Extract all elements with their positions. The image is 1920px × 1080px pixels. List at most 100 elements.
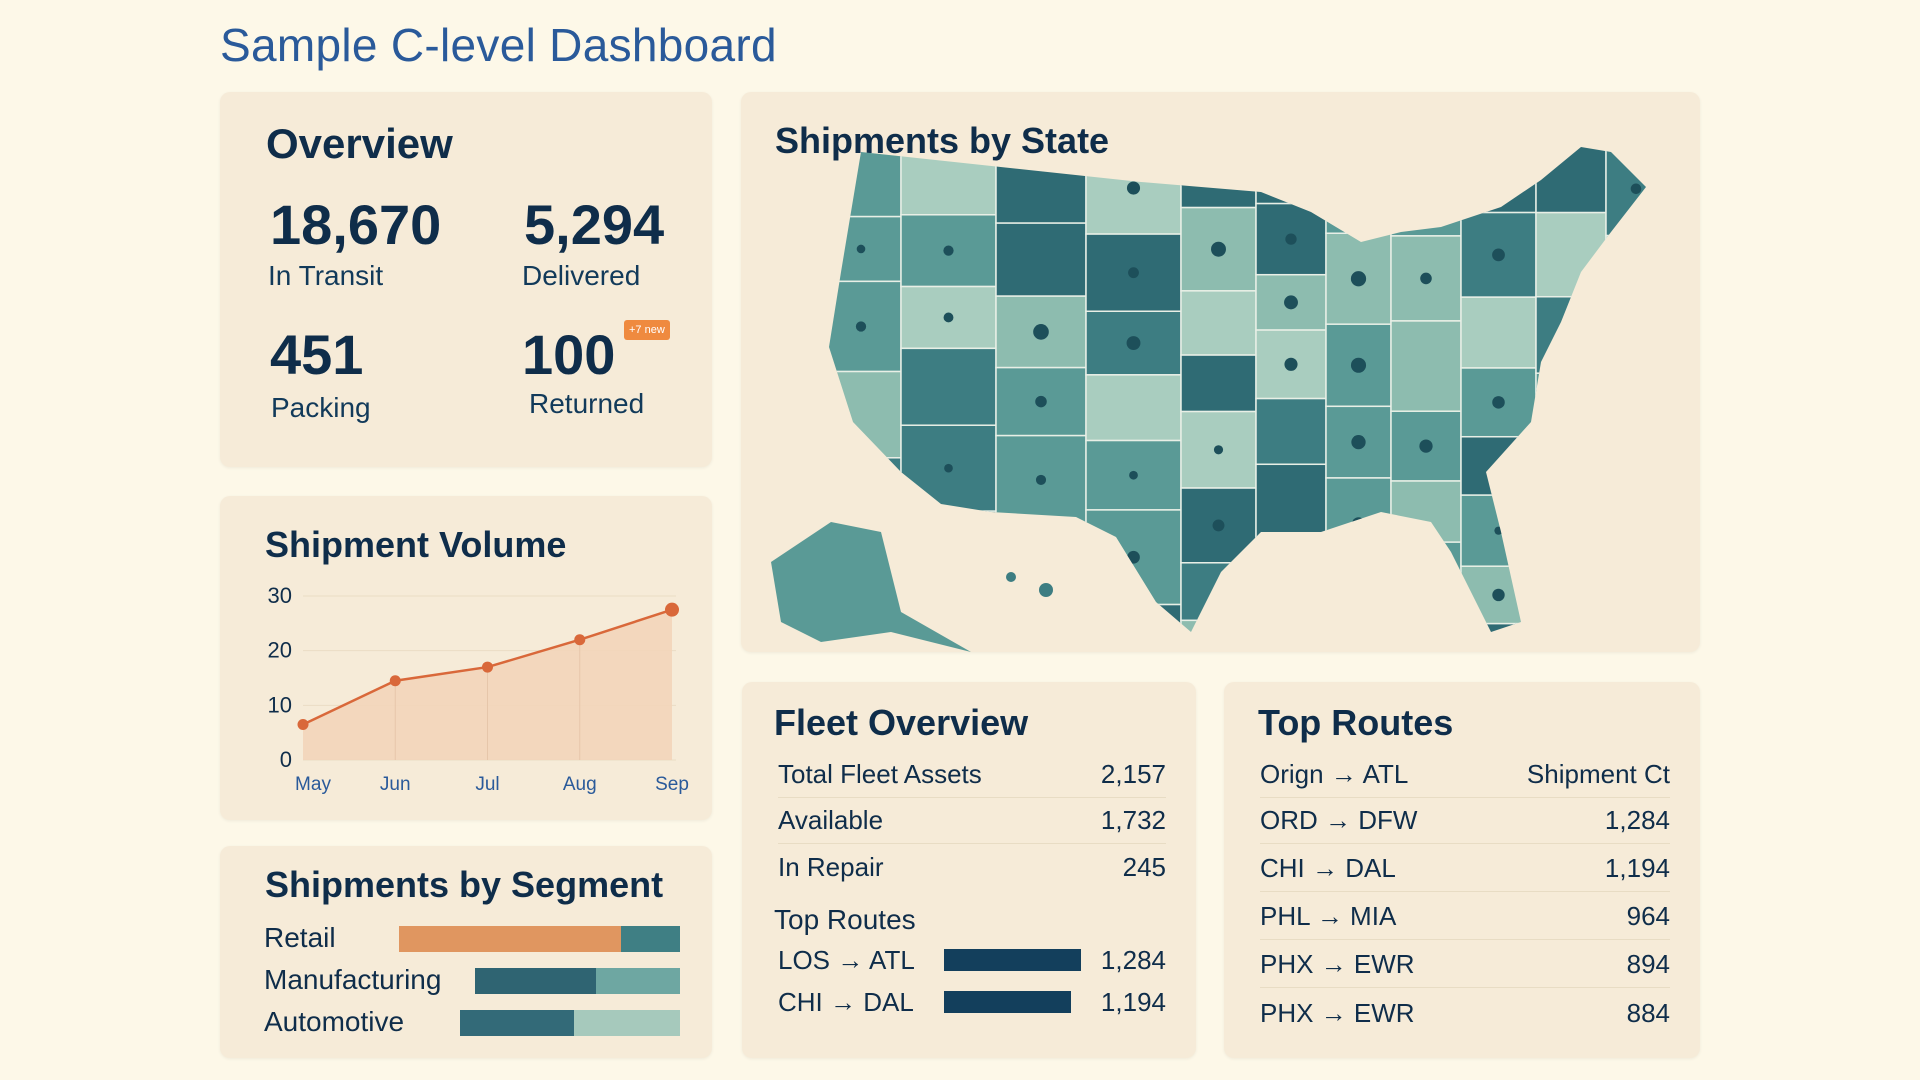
state-region[interactable]	[1535, 142, 1607, 214]
state-region[interactable]	[1180, 354, 1257, 413]
segment-label: Retail	[264, 922, 336, 953]
route-count: 884	[1626, 997, 1670, 1028]
state-region[interactable]	[1180, 619, 1257, 652]
fleet-route-bar	[944, 991, 1072, 1013]
state-marker	[1629, 561, 1643, 574]
us-map[interactable]	[741, 92, 1700, 652]
state-region[interactable]	[1460, 622, 1537, 652]
state-region[interactable]	[821, 457, 902, 534]
state-region[interactable]	[1325, 568, 1392, 652]
state-region[interactable]	[1085, 374, 1182, 442]
new-badge: +7 new	[624, 320, 670, 340]
state-region[interactable]	[1535, 629, 1607, 652]
segment-bar-part	[595, 968, 680, 994]
state-region[interactable]	[821, 142, 902, 218]
state-marker	[1493, 172, 1504, 183]
state-marker	[1350, 357, 1367, 373]
state-marker	[1213, 445, 1224, 455]
hawaii[interactable]	[1039, 583, 1053, 597]
state-marker	[1420, 272, 1432, 285]
overview-title: Overview	[266, 120, 453, 167]
data-point[interactable]	[665, 602, 679, 617]
state-region[interactable]	[1390, 541, 1462, 606]
state-region[interactable]	[995, 587, 1087, 652]
state-region[interactable]	[1460, 435, 1537, 496]
routes-title: Top Routes	[1258, 702, 1454, 743]
state-region[interactable]	[821, 370, 902, 459]
state-region[interactable]	[1390, 320, 1462, 412]
state-marker	[1566, 579, 1576, 589]
state-region[interactable]	[1390, 480, 1462, 543]
data-point[interactable]	[297, 718, 309, 730]
state-marker	[856, 490, 866, 500]
state-region[interactable]	[1605, 296, 1666, 382]
state-region[interactable]	[1180, 290, 1257, 356]
state-region[interactable]	[1180, 142, 1257, 209]
returned-label: Returned	[529, 388, 645, 419]
state-marker	[1565, 492, 1577, 504]
state-region[interactable]	[1605, 531, 1666, 604]
fleet-card: Fleet Overview Total Fleet Assets 2,157 A…	[742, 682, 1196, 1058]
map-title: Shipments by State	[775, 120, 1110, 161]
state-region[interactable]	[1255, 142, 1327, 205]
state-marker	[1628, 259, 1644, 274]
state-region[interactable]	[900, 510, 997, 604]
state-region[interactable]	[1325, 142, 1392, 234]
alaska[interactable]	[771, 522, 971, 652]
state-region[interactable]	[1390, 142, 1462, 237]
segment-bar	[475, 968, 680, 994]
state-region[interactable]	[1605, 379, 1666, 465]
state-marker	[1350, 271, 1367, 287]
state-marker	[1212, 519, 1225, 532]
state-marker	[1419, 439, 1433, 453]
state-region[interactable]	[1255, 553, 1327, 618]
state-region[interactable]	[900, 142, 997, 216]
state-region[interactable]	[1255, 397, 1327, 466]
packing-value: 451	[270, 323, 364, 386]
state-region[interactable]	[1390, 604, 1462, 652]
state-region[interactable]	[995, 222, 1087, 297]
state-marker	[1126, 634, 1141, 649]
data-point[interactable]	[482, 661, 493, 673]
state-region[interactable]	[1605, 462, 1666, 533]
state-region[interactable]	[1605, 234, 1666, 298]
state-marker	[943, 312, 954, 323]
map-card: Shipments by State	[741, 92, 1700, 652]
state-region[interactable]	[1535, 211, 1607, 298]
fleet-route-value: 1,284	[1100, 944, 1166, 975]
state-region[interactable]	[995, 142, 1087, 224]
routes-header: Orign → ATL Shipment Ct	[1260, 752, 1670, 798]
state-region[interactable]	[1255, 463, 1327, 556]
fleet-value: 2,157	[1100, 759, 1166, 789]
state-marker	[1126, 181, 1141, 195]
state-region[interactable]	[1460, 142, 1537, 214]
state-marker	[1630, 183, 1642, 195]
route-row: PHX → EWR 884	[1260, 990, 1670, 1036]
returned-value: 100	[522, 323, 616, 386]
state-region[interactable]	[1255, 616, 1327, 652]
x-tick-label: Jul	[475, 774, 499, 795]
fleet-value: 1,732	[1100, 805, 1166, 835]
state-region[interactable]	[1535, 372, 1607, 459]
fleet-title: Fleet Overview	[774, 702, 1029, 743]
state-region[interactable]	[1535, 456, 1607, 539]
state-marker	[1421, 569, 1431, 578]
state-region[interactable]	[1085, 603, 1182, 652]
state-region[interactable]	[1180, 562, 1257, 622]
state-marker	[1492, 588, 1505, 602]
data-point[interactable]	[389, 675, 401, 687]
state-marker	[1351, 517, 1366, 531]
state-region[interactable]	[900, 347, 997, 426]
state-region[interactable]	[1325, 477, 1392, 571]
hawaii[interactable]	[1006, 572, 1016, 582]
data-point[interactable]	[574, 634, 586, 646]
state-region[interactable]	[1535, 295, 1607, 374]
state-marker	[1493, 460, 1504, 471]
in-transit-label: In Transit	[268, 260, 384, 291]
fleet-label: In Repair	[778, 851, 884, 882]
volume-card: Shipment Volume 0 10 20 30 May Jun Jul Aug Sep	[220, 496, 712, 820]
state-marker	[1351, 434, 1366, 450]
state-region[interactable]	[1535, 536, 1607, 632]
state-region[interactable]	[1605, 601, 1666, 652]
state-region[interactable]	[1460, 296, 1537, 369]
